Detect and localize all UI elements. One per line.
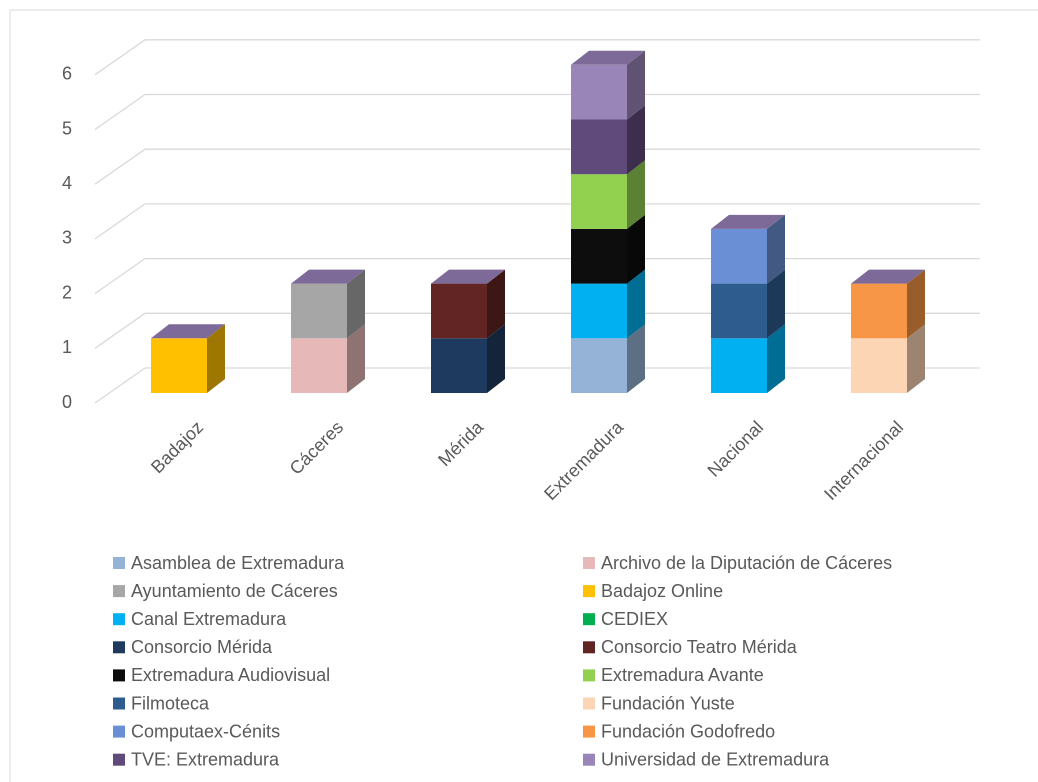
bar-segment (571, 119, 627, 175)
grid-line (94, 148, 980, 185)
bar-top (711, 214, 785, 229)
bar-segment (291, 338, 347, 393)
grid-line (94, 203, 980, 240)
y-tick-label: 1 (62, 337, 72, 357)
legend-swatch (113, 725, 125, 738)
legend-swatch (113, 613, 125, 626)
y-tick-label: 4 (62, 173, 72, 193)
grid-line (94, 367, 980, 404)
x-tick-label: Cáceres (286, 417, 348, 479)
legend-swatch (583, 613, 595, 626)
y-tick-label: 2 (62, 282, 72, 302)
legend-swatch (113, 557, 125, 569)
legend-label: Fundación Godofredo (601, 721, 775, 741)
x-tick-label: Extremadura (540, 416, 628, 504)
bar-segment (711, 338, 767, 393)
bar-segment (851, 283, 907, 339)
x-tick-label: Badajoz (147, 417, 207, 477)
bar-segment (431, 283, 487, 339)
legend-swatch (113, 753, 125, 766)
bar-side (627, 324, 645, 393)
legend-swatch (583, 557, 595, 569)
bar-top (851, 269, 925, 284)
bar-segment (571, 64, 627, 120)
x-tick-label: Internacional (820, 417, 907, 504)
bar-segment (711, 283, 767, 339)
legend-label: Ayuntamiento de Cáceres (131, 581, 338, 601)
bar-segment (571, 338, 627, 393)
bar-side (767, 214, 785, 284)
bar-top (291, 269, 365, 284)
bar-segment (571, 174, 627, 229)
legend-swatch (583, 697, 595, 710)
legend-label: Extremadura Avante (601, 665, 764, 685)
grid-line (94, 312, 980, 349)
legend-swatch (583, 641, 595, 654)
legend-label: Computaex-Cénits (131, 721, 280, 741)
bar-segment (571, 228, 627, 284)
legend-label: Fundación Yuste (601, 693, 735, 713)
legend-label: Asamblea de Extremadura (131, 553, 345, 573)
legend-label: Badajoz Online (601, 581, 723, 601)
bar-top (151, 324, 225, 339)
legend-swatch (113, 669, 125, 682)
grid-line (94, 39, 980, 76)
bar-side (767, 324, 785, 393)
y-tick-label: 0 (62, 392, 72, 412)
bar-segment (711, 228, 767, 284)
bar-segment (571, 283, 627, 339)
bar-top (431, 269, 505, 284)
legend-swatch (583, 585, 595, 598)
bar-segment (431, 338, 487, 393)
legend-swatch (113, 697, 125, 710)
y-tick-label: 3 (62, 228, 72, 248)
bar-side (907, 269, 925, 339)
bar-side (487, 324, 505, 393)
bar-side (767, 269, 785, 339)
y-tick-label: 6 (62, 64, 72, 84)
grid-line (94, 93, 980, 131)
legend-swatch (583, 753, 595, 766)
legend-swatch (583, 669, 595, 682)
bar-segment (151, 338, 207, 393)
legend-label: Filmoteca (131, 693, 210, 713)
bar-side (487, 269, 505, 339)
bar-side (207, 324, 225, 393)
bar-segment (291, 283, 347, 339)
x-tick-label: Mérida (434, 416, 488, 470)
bar-segment (851, 338, 907, 393)
legend-swatch (113, 641, 125, 654)
legend-label: Universidad de Extremadura (601, 749, 830, 769)
bar-top (571, 50, 645, 65)
chart-border (9, 9, 1038, 782)
bar-side (627, 160, 645, 229)
bar-side (627, 214, 645, 284)
grid-line (94, 257, 980, 295)
legend-label: Consorcio Teatro Mérida (601, 637, 798, 657)
bar-side (627, 50, 645, 120)
legend-swatch (583, 725, 595, 738)
legend-label: Archivo de la Diputación de Cáceres (601, 553, 892, 573)
y-tick-label: 5 (62, 118, 72, 138)
bar-side (347, 269, 365, 339)
x-tick-label: Nacional (704, 417, 768, 481)
bar-side (627, 269, 645, 339)
legend-label: Extremadura Audiovisual (131, 665, 330, 685)
bar-side (907, 324, 925, 393)
bar-side (627, 105, 645, 175)
legend-label: CEDIEX (601, 609, 668, 629)
legend-label: TVE: Extremadura (131, 749, 280, 769)
legend-label: Canal Extremadura (131, 609, 287, 629)
legend-swatch (113, 585, 125, 598)
bar-side (347, 324, 365, 393)
legend-label: Consorcio Mérida (131, 637, 273, 657)
